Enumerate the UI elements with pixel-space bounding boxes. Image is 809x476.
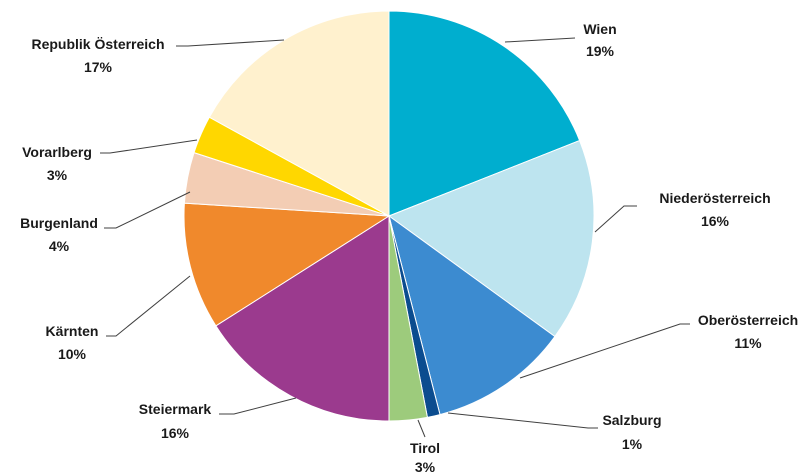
slice-name-label: Vorarlberg — [22, 144, 92, 160]
slice-value-label: 1% — [622, 436, 643, 452]
slice-name-label: Tirol — [410, 440, 440, 456]
slice-name-label: Republik Österreich — [31, 36, 164, 52]
slice-value-label: 3% — [47, 167, 68, 183]
leader-line-kaernten — [106, 275, 191, 337]
slice-name-label: Niederösterreich — [659, 190, 770, 206]
pie-slice-kaernten — [183, 202, 391, 327]
pie-slice-steiermark — [215, 215, 390, 422]
pie-slice-niederoesterreich — [387, 139, 595, 338]
slice-name-label: Burgenland — [20, 215, 98, 231]
leader-line-wien — [504, 37, 576, 43]
slice-name-label: Wien — [583, 21, 616, 37]
slice-labels: Wien 19% Niederösterreich 16% Oberösterreich… — [20, 21, 798, 475]
slice-value-label: 16% — [701, 213, 730, 229]
leader-lines — [100, 37, 690, 438]
slice-name-label: Kärnten — [46, 323, 99, 339]
leader-line-salzburg — [447, 412, 598, 429]
leader-line-burgenland — [104, 191, 191, 229]
slice-value-label: 10% — [58, 346, 87, 362]
slice-value-label: 19% — [586, 43, 615, 59]
leader-line-vorarlberg — [100, 139, 198, 154]
slice-name-label: Steiermark — [139, 401, 212, 417]
slice-value-label: 11% — [734, 335, 762, 351]
leader-line-republik-oesterreich — [176, 39, 285, 47]
slice-value-label: 16% — [161, 425, 190, 441]
leader-line-tirol — [417, 419, 426, 438]
pie-slice-republik-oesterreich — [208, 10, 390, 217]
pie-slices — [183, 10, 595, 422]
leader-line-steiermark — [219, 397, 297, 415]
pie-slice-wien — [388, 10, 581, 217]
slice-name-label: Oberösterreich — [698, 312, 798, 328]
pie-slice-oberoesterreich — [388, 214, 556, 416]
slice-name-label: Salzburg — [602, 412, 661, 428]
leader-line-oberoesterreich — [519, 323, 690, 379]
slice-value-label: 17% — [84, 59, 113, 75]
slice-value-label: 3% — [415, 459, 436, 475]
slice-value-label: 4% — [49, 238, 70, 254]
leader-line-niederoesterreich — [594, 205, 637, 233]
